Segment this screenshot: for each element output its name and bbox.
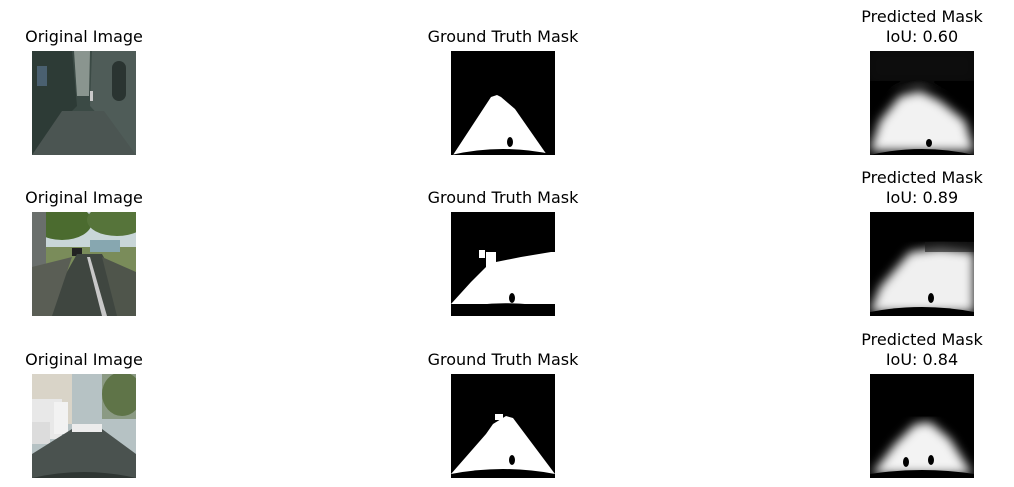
- ground-truth-mask: [451, 212, 555, 316]
- ground-truth-mask: [451, 51, 555, 155]
- ground-truth-title: Ground Truth Mask: [393, 27, 613, 47]
- iou-label: IoU: 0.60: [812, 27, 1014, 47]
- predicted-mask-title: Predicted Mask: [812, 330, 1014, 350]
- predicted-mask: [870, 51, 974, 155]
- ground-truth-mask: [451, 374, 555, 478]
- original-image: [32, 51, 136, 155]
- original-image-title: Original Image: [0, 188, 194, 208]
- original-image-title: Original Image: [0, 27, 194, 47]
- predicted-mask-title: Predicted Mask: [812, 168, 1014, 188]
- original-image: [32, 374, 136, 478]
- ground-truth-title: Ground Truth Mask: [393, 188, 613, 208]
- original-image-title: Original Image: [0, 350, 194, 370]
- iou-label: IoU: 0.84: [812, 350, 1014, 370]
- predicted-mask-title: Predicted Mask: [812, 7, 1014, 27]
- predicted-mask: [870, 212, 974, 316]
- iou-label: IoU: 0.89: [812, 188, 1014, 208]
- predicted-mask: [870, 374, 974, 478]
- original-image: [32, 212, 136, 316]
- ground-truth-title: Ground Truth Mask: [393, 350, 613, 370]
